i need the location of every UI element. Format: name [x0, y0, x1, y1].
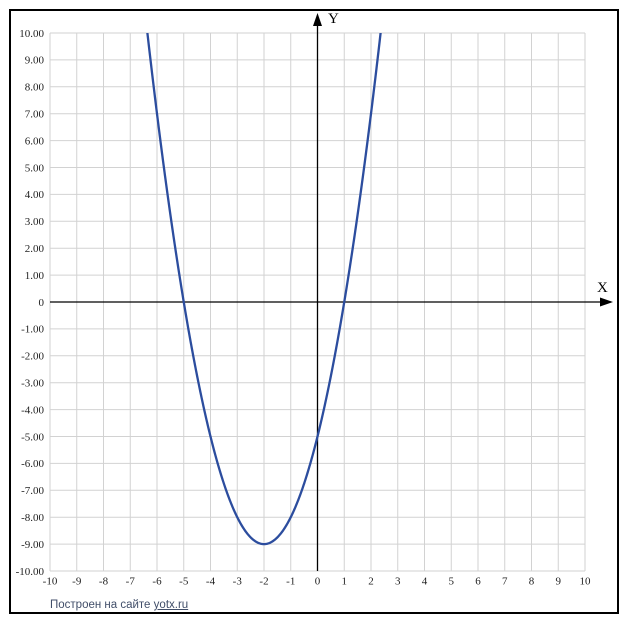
x-tick-label: 4	[422, 576, 428, 588]
x-tick-label: -1	[286, 576, 295, 588]
x-tick-label: -6	[152, 576, 162, 588]
x-tick-label: -2	[259, 576, 268, 588]
y-tick-label: -5.00	[21, 431, 44, 443]
watermark: Построен на сайте yotx.ru	[50, 599, 188, 611]
y-tick-label: 7.00	[25, 109, 45, 121]
watermark-text: Построен на сайте	[50, 599, 151, 611]
plot-frame	[9, 9, 619, 614]
x-tick-label: 1	[342, 576, 348, 588]
y-tick-label: -4.00	[21, 404, 44, 416]
y-tick-label: -1.00	[21, 324, 44, 336]
x-tick-label: 3	[395, 576, 401, 588]
y-tick-label: 9.00	[25, 55, 45, 67]
y-tick-label: 6.00	[25, 135, 45, 147]
x-tick-label: 7	[502, 576, 508, 588]
watermark-link[interactable]: yotx.ru	[153, 599, 189, 611]
y-tick-label: 1.00	[25, 270, 45, 282]
y-tick-label: -2.00	[21, 351, 44, 363]
x-tick-label: -5	[179, 576, 189, 588]
x-tick-label: 0	[315, 576, 321, 588]
x-tick-label: 6	[475, 576, 481, 588]
x-tick-label: 10	[580, 576, 592, 588]
y-axis-letter: Y	[328, 11, 339, 27]
x-tick-label: -8	[99, 576, 109, 588]
y-tick-label: 3.00	[25, 216, 45, 228]
x-tick-label: -4	[206, 576, 216, 588]
x-tick-label: 8	[529, 576, 535, 588]
y-tick-label: 4.00	[25, 189, 45, 201]
x-tick-label: -7	[126, 576, 136, 588]
y-tick-label: 2.00	[25, 243, 45, 255]
y-tick-label: -8.00	[21, 512, 44, 524]
x-tick-label: 5	[449, 576, 455, 588]
y-tick-label: -9.00	[21, 539, 44, 551]
x-tick-label: -3	[233, 576, 243, 588]
x-tick-label: -9	[72, 576, 82, 588]
y-tick-label: 10.00	[19, 28, 44, 40]
x-tick-label: -10	[43, 576, 58, 588]
y-axis-arrow	[313, 13, 322, 26]
function-curve	[146, 33, 382, 546]
x-tick-label: 2	[368, 576, 374, 588]
y-tick-label: -7.00	[21, 485, 44, 497]
y-tick-label: -3.00	[21, 378, 44, 390]
y-tick-label: -10.00	[16, 566, 45, 578]
y-tick-label: 8.00	[25, 82, 45, 94]
y-tick-label: -6.00	[21, 458, 44, 470]
x-axis-letter: X	[597, 280, 608, 296]
y-tick-label: 0	[39, 297, 45, 309]
y-tick-label: 5.00	[25, 162, 45, 174]
x-axis-arrow	[600, 297, 613, 307]
x-tick-label: 9	[556, 576, 562, 588]
